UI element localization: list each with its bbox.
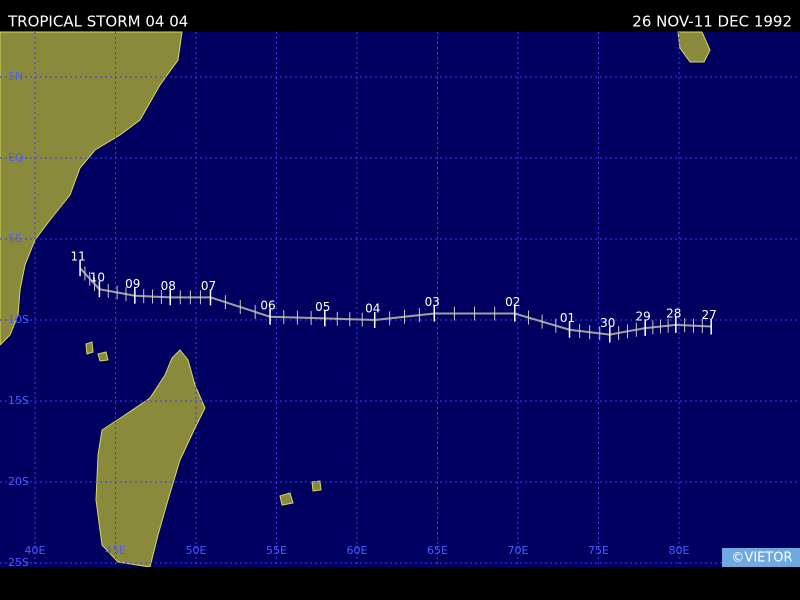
credit-box	[722, 548, 800, 567]
map-title: TROPICAL STORM 04 04	[7, 13, 188, 31]
lon-label: 55E	[266, 544, 287, 557]
day-label: 03	[425, 295, 440, 309]
lat-label: 25S	[8, 556, 29, 569]
day-label: 08	[161, 279, 176, 293]
reunion	[279, 492, 294, 506]
lon-label: 65E	[427, 544, 448, 557]
lon-label: 70E	[508, 544, 529, 557]
day-label: 27	[702, 308, 717, 322]
day-label: 10	[90, 271, 105, 285]
madagascar	[95, 349, 206, 568]
day-label: 07	[201, 279, 216, 293]
bottom-bar	[0, 567, 800, 600]
day-label: 04	[365, 302, 380, 316]
sri-lanka	[677, 31, 711, 63]
day-label: 06	[260, 298, 275, 312]
mauritius	[311, 480, 322, 492]
lat-label: EQ	[8, 151, 24, 164]
land	[0, 31, 711, 568]
lon-label: 60E	[347, 544, 368, 557]
lon-label: 45E	[105, 544, 126, 557]
day-label: 28	[666, 306, 681, 320]
lat-label: 5N	[8, 70, 23, 83]
day-label: 29	[636, 310, 651, 324]
lon-label: 75E	[588, 544, 609, 557]
island	[97, 351, 109, 362]
day-label: 11	[70, 250, 85, 264]
lon-label: 40E	[25, 544, 46, 557]
storm-track: 27 28 29 30 01 02 03 04 05 06 07 08 09 10 11	[70, 250, 717, 343]
comoros	[85, 341, 94, 355]
lat-label: 15S	[8, 394, 29, 407]
day-label: 30	[600, 316, 615, 330]
credit: ©VIETOR	[731, 551, 792, 566]
lat-label: 10S	[8, 313, 29, 326]
map-dates: 26 NOV-11 DEC 1992	[632, 13, 792, 31]
day-label: 05	[315, 300, 330, 314]
lat-label: 5S	[8, 232, 22, 245]
lon-label: 80E	[669, 544, 690, 557]
lat-label: 20S	[8, 475, 29, 488]
day-label: 01	[560, 311, 575, 325]
lon-label: 50E	[186, 544, 207, 557]
day-label: 09	[125, 277, 140, 291]
day-label: 02	[505, 295, 520, 309]
